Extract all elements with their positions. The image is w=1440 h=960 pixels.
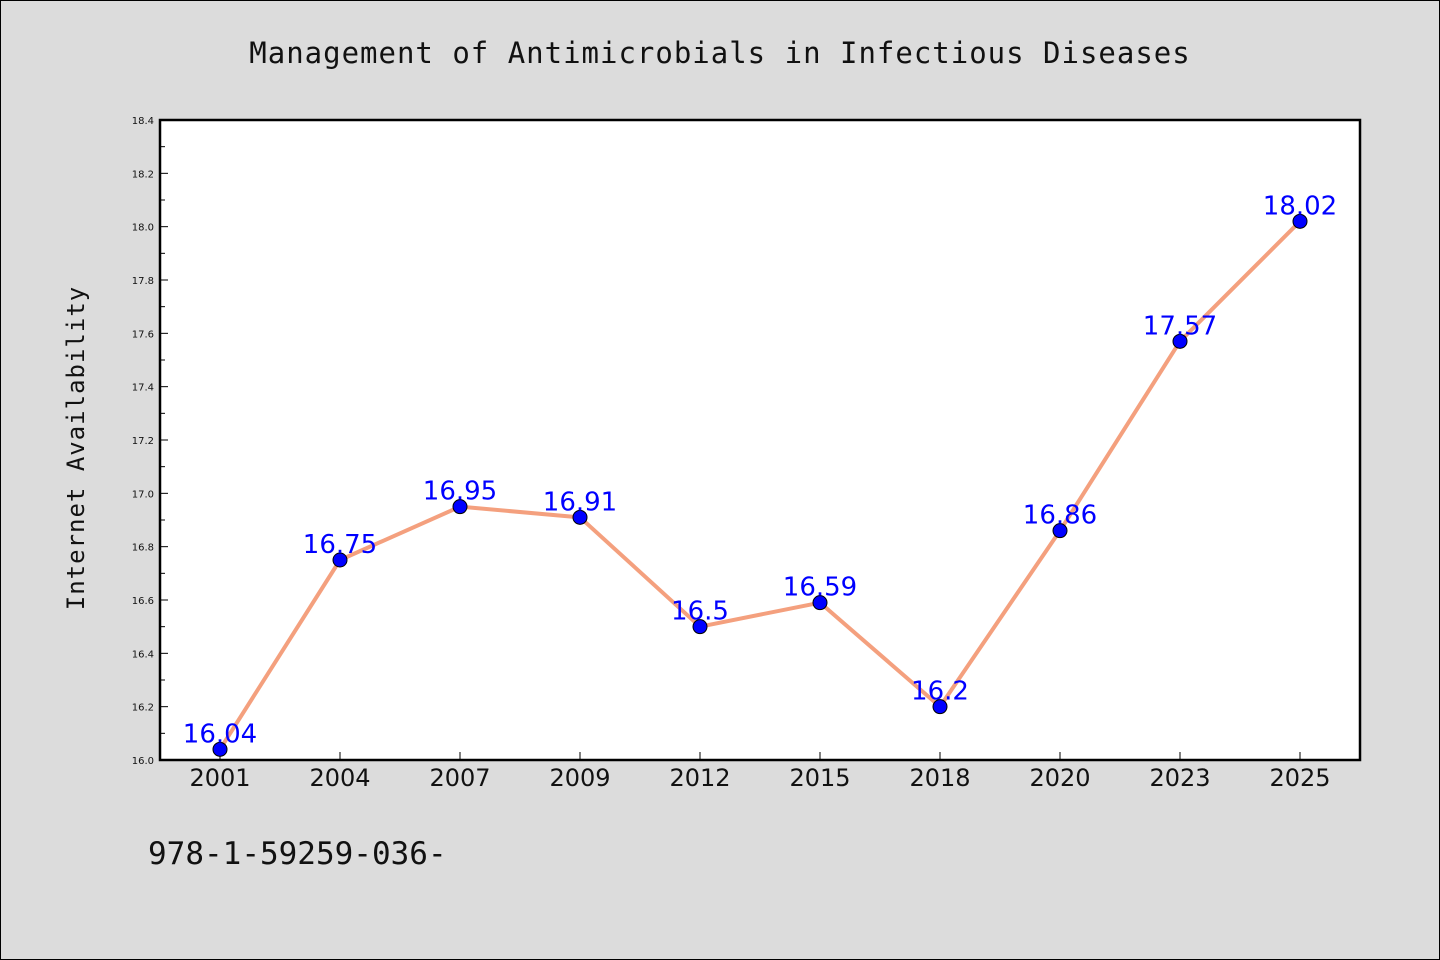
x-tick-label: 2018 xyxy=(909,764,970,792)
y-tick-label: 18.2 xyxy=(132,169,154,180)
data-label: 16.86 xyxy=(1023,501,1097,531)
data-labels: 16.04 16.75 16.95 16.91 16.5 16.59 16.2 16.86 17… xyxy=(183,191,1337,749)
x-tick-label: 2015 xyxy=(789,764,850,792)
data-point xyxy=(452,499,468,515)
y-tick-label: 16.8 xyxy=(132,543,154,554)
y-axis-ticks: 16.0 16.2 16.4 16.6 16.8 17.0 17.2 17.4 17.6 17.8… xyxy=(132,116,168,767)
data-point xyxy=(212,741,228,757)
x-tick-label: 2007 xyxy=(429,764,490,792)
y-tick-label: 17.0 xyxy=(132,489,154,500)
data-point xyxy=(1052,523,1068,539)
y-tick-label: 16.0 xyxy=(132,756,154,767)
x-tick-label: 2009 xyxy=(549,764,610,792)
x-tick-label: 2012 xyxy=(669,764,730,792)
x-tick-label: 2020 xyxy=(1029,764,1090,792)
data-label: 17.57 xyxy=(1143,311,1217,341)
x-tick-label: 2025 xyxy=(1269,764,1330,792)
y-tick-label: 18.0 xyxy=(132,223,154,234)
data-label: 18.02 xyxy=(1263,191,1337,221)
x-tick-label: 2004 xyxy=(309,764,370,792)
y-tick-label: 17.8 xyxy=(132,276,154,287)
data-points xyxy=(212,213,1308,757)
data-label: 16.95 xyxy=(423,477,497,507)
data-label: 16.59 xyxy=(783,573,857,603)
data-point xyxy=(932,699,948,715)
data-point xyxy=(572,509,588,525)
x-tick-label: 2001 xyxy=(189,764,250,792)
data-label: 16.91 xyxy=(543,487,617,517)
chart-title: Management of Antimicrobials in Infectio… xyxy=(249,36,1190,70)
data-point xyxy=(1172,333,1188,349)
y-tick-label: 17.4 xyxy=(132,383,154,394)
y-tick-label: 18.4 xyxy=(132,116,154,127)
y-tick-label: 17.6 xyxy=(132,329,154,340)
y-axis-label: Internet Availability xyxy=(62,286,90,610)
y-tick-label: 17.2 xyxy=(132,436,154,447)
footer-text: 978-1-59259-036- xyxy=(148,836,447,872)
x-tick-label: 2023 xyxy=(1149,764,1210,792)
y-tick-label: 16.2 xyxy=(132,703,154,714)
data-point xyxy=(812,595,828,611)
data-label: 16.2 xyxy=(911,677,969,707)
data-point xyxy=(332,552,348,568)
plot-area xyxy=(158,118,1362,762)
data-point xyxy=(692,619,708,635)
series-line xyxy=(218,219,1302,751)
data-point xyxy=(1292,213,1308,229)
data-label: 16.04 xyxy=(183,719,257,749)
y-tick-label: 16.6 xyxy=(132,596,154,607)
data-label: 16.5 xyxy=(671,597,729,627)
y-tick-label: 16.4 xyxy=(132,649,154,660)
x-axis-ticks: 2001 2004 2007 2009 2012 2015 2018 2020 2023 2025 xyxy=(189,752,1331,792)
data-label: 16.75 xyxy=(303,530,377,560)
